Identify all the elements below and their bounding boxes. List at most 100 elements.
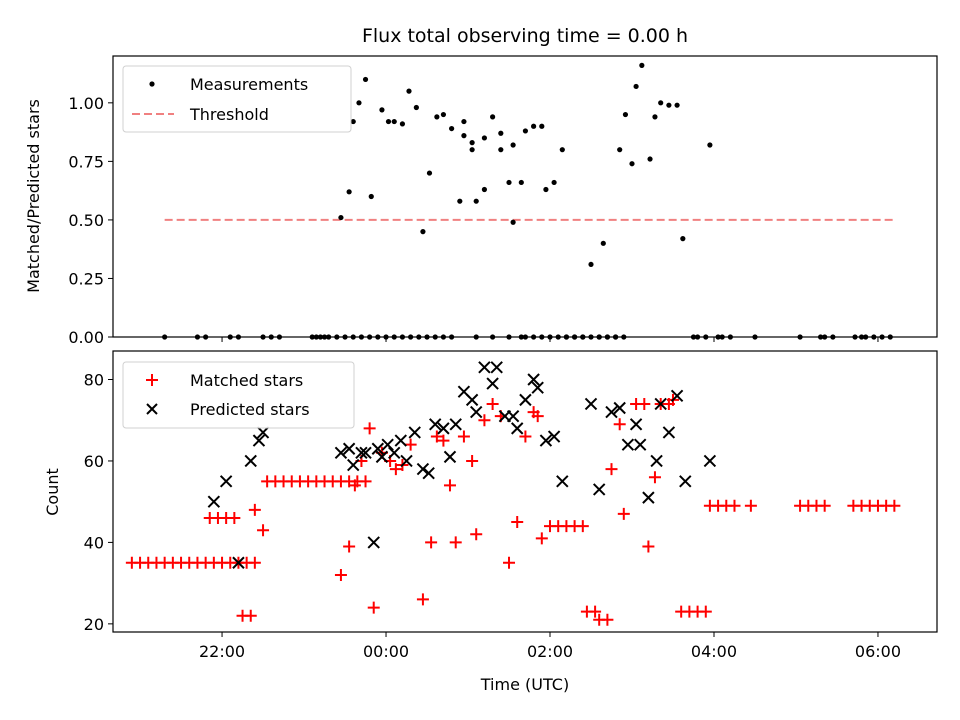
measurement-point bbox=[408, 334, 414, 340]
predicted-star-point bbox=[408, 426, 421, 439]
matched-star-point bbox=[449, 536, 462, 549]
matched-star-point bbox=[535, 532, 548, 545]
matched-star-point bbox=[728, 499, 741, 512]
measurement-point bbox=[563, 334, 570, 340]
matched-star-point bbox=[466, 454, 479, 467]
measurement-point bbox=[194, 334, 201, 340]
measurement-point bbox=[600, 240, 606, 246]
measurement-point bbox=[555, 334, 561, 340]
ratio-legend-box bbox=[122, 65, 352, 133]
matched-star-point bbox=[503, 556, 516, 569]
count-y-tick-label: 80 bbox=[84, 371, 104, 390]
measurement-point bbox=[338, 214, 344, 221]
measurement-point bbox=[313, 334, 319, 340]
measurement-point bbox=[461, 133, 467, 139]
predicted-star-point bbox=[478, 361, 491, 374]
measurement-point bbox=[539, 334, 545, 340]
measurement-point bbox=[690, 334, 697, 340]
predicted-star-point bbox=[429, 418, 442, 431]
measurement-point bbox=[385, 118, 392, 125]
measurement-point bbox=[440, 334, 447, 340]
matched-star-point bbox=[359, 475, 372, 488]
matched-star-point bbox=[605, 463, 618, 476]
predicted-star-point bbox=[556, 475, 569, 488]
measurement-point bbox=[551, 179, 557, 186]
measurement-point bbox=[871, 334, 877, 340]
measurement-point bbox=[639, 62, 645, 68]
measurement-point bbox=[432, 334, 438, 340]
measurement-point bbox=[830, 334, 836, 340]
measurement-point bbox=[473, 198, 479, 204]
measurement-point bbox=[852, 334, 858, 340]
matched-star-point bbox=[744, 499, 757, 512]
matched-star-point bbox=[888, 499, 901, 512]
matched-star-point bbox=[601, 613, 614, 626]
matched-star-point bbox=[589, 605, 602, 618]
ratio-legend: Measurements Threshold bbox=[122, 65, 352, 133]
measurement-point bbox=[420, 229, 426, 235]
measurement-point bbox=[490, 114, 496, 120]
measurement-point bbox=[457, 198, 463, 204]
measurement-point bbox=[481, 135, 488, 141]
measurement-point bbox=[375, 334, 381, 340]
matched-star-point bbox=[511, 516, 524, 529]
predicted-legend-marker bbox=[146, 403, 158, 415]
predicted-star-point bbox=[334, 446, 348, 460]
measurement-point bbox=[362, 76, 369, 83]
predicted-star-point bbox=[394, 434, 407, 447]
matched-star-point bbox=[519, 430, 532, 443]
measurement-point bbox=[506, 334, 512, 340]
matched-star-point bbox=[576, 520, 589, 533]
measurement-point bbox=[162, 334, 168, 340]
measurement-point bbox=[580, 334, 586, 340]
predicted-star-point bbox=[650, 454, 663, 468]
measurement-point bbox=[379, 107, 385, 113]
measurement-point bbox=[481, 186, 488, 193]
predicted-star-point bbox=[605, 405, 618, 419]
measurement-point bbox=[399, 121, 406, 127]
matched-star-point bbox=[642, 540, 655, 553]
measurement-point bbox=[658, 100, 664, 106]
matched-star-point bbox=[638, 397, 651, 410]
count-y-axis-label: Count bbox=[43, 468, 62, 516]
ratio-y-tick-label: 1.00 bbox=[68, 94, 104, 113]
ratio-x-tick-marks bbox=[221, 337, 879, 342]
matched-star-point bbox=[437, 434, 450, 447]
predicted-star-point bbox=[375, 450, 389, 464]
measurement-point bbox=[490, 334, 496, 340]
measurement-point bbox=[572, 334, 578, 340]
count-x-tick-label: 06:00 bbox=[855, 642, 901, 661]
matched-star-point bbox=[478, 414, 491, 427]
measurement-point bbox=[588, 334, 594, 340]
measurement-point bbox=[334, 334, 340, 340]
measurement-point bbox=[559, 147, 565, 153]
measurement-point bbox=[621, 334, 627, 340]
measurement-point bbox=[367, 334, 373, 340]
predicted-star-point bbox=[511, 422, 524, 435]
measurement-point bbox=[531, 123, 537, 129]
predicted-star-point bbox=[252, 434, 266, 447]
matched-star-point bbox=[367, 601, 380, 614]
measurement-point bbox=[596, 334, 602, 340]
predicted-star-point bbox=[465, 393, 479, 407]
predicted-star-point bbox=[371, 442, 385, 455]
ratio-panel: 0.00 0.25 0.50 0.75 1.00 Flux total observin… bbox=[24, 25, 938, 347]
measurement-point bbox=[473, 334, 479, 340]
matched-star-point bbox=[531, 410, 544, 423]
chart-title: Flux total observing time = 0.00 h bbox=[362, 25, 688, 47]
predicted-star-point bbox=[422, 466, 435, 480]
measurements-legend-marker bbox=[149, 81, 155, 87]
predicted-star-point bbox=[437, 422, 450, 435]
count-legend: Matched stars Predicted stars bbox=[122, 361, 355, 429]
count-x-tick-label: 00:00 bbox=[363, 642, 409, 661]
measurement-point bbox=[321, 334, 328, 340]
predicted-star-point bbox=[381, 438, 394, 451]
predicted-star-point bbox=[539, 434, 553, 447]
predicted-star-point bbox=[400, 454, 413, 468]
ratio-y-axis-label: Matched/Predicted stars bbox=[24, 99, 43, 293]
predicted-star-point bbox=[679, 475, 692, 488]
measurement-point bbox=[399, 334, 406, 340]
predicted-star-point bbox=[232, 556, 245, 569]
measurement-point bbox=[539, 123, 545, 129]
measurement-point bbox=[434, 114, 440, 120]
